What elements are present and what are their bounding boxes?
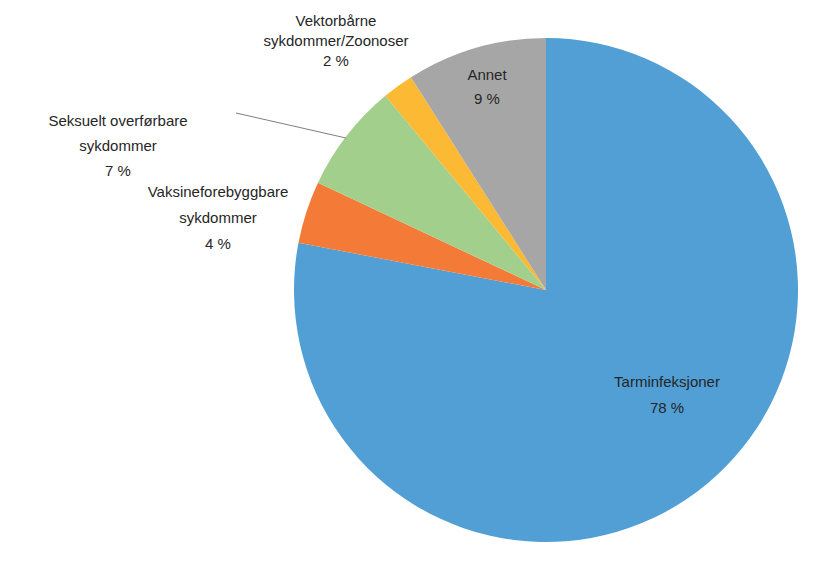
value-label: 9 % — [474, 90, 500, 107]
category-label: Annet — [467, 66, 507, 83]
value-label: 78 % — [650, 399, 684, 416]
category-label: Seksuelt overførbare sykdommer — [48, 112, 187, 154]
label-line: Tarminfeksjoner — [614, 373, 720, 390]
label-line: sykdommer/Zoonoser — [263, 32, 408, 49]
slices — [294, 38, 798, 542]
category-label: Tarminfeksjoner — [614, 373, 720, 390]
label-line: Seksuelt overførbare — [48, 112, 187, 129]
value-label: 2 % — [323, 52, 349, 69]
data-labels: Tarminfeksjoner 78 % Vaksineforebyggbare sy… — [48, 12, 720, 416]
pie-chart: Tarminfeksjoner 78 % Vaksineforebyggbare sy… — [0, 0, 830, 569]
label-line: Annet — [467, 66, 507, 83]
value-label: 4 % — [205, 235, 231, 252]
category-label: Vektorbårne sykdommer/Zoonoser — [263, 12, 408, 49]
value-label: 7 % — [105, 162, 131, 179]
label-line: sykdommer — [79, 137, 157, 154]
label-line: Vektorbårne — [296, 12, 377, 29]
leader-line — [236, 113, 346, 138]
pie-slice — [411, 38, 546, 290]
pie-slice — [294, 38, 798, 542]
chart-container: Tarminfeksjoner 78 % Vaksineforebyggbare sy… — [0, 0, 830, 569]
category-label: Vaksineforebyggbare sykdommer — [148, 183, 289, 226]
label-line: Vaksineforebyggbare — [148, 183, 289, 200]
label-line: sykdommer — [179, 209, 257, 226]
